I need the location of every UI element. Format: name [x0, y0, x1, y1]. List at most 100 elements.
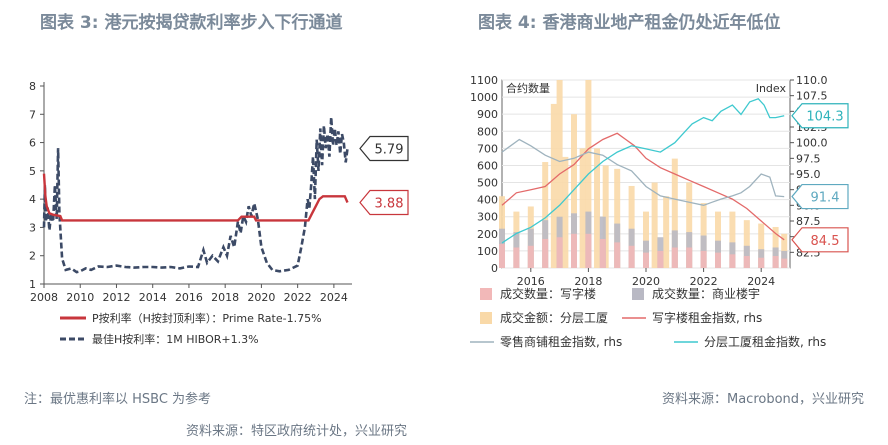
bar-2	[743, 256, 750, 268]
y-tick-label: 1100	[470, 74, 498, 87]
x-tick-label: 2022	[690, 275, 718, 288]
bar-2	[499, 244, 505, 268]
retail-rent-callout-box	[791, 183, 849, 210]
index-line-2	[501, 98, 785, 244]
bar-2	[772, 256, 779, 268]
legend-label: 写字楼租金指数, rhs	[652, 310, 762, 325]
y2-tick-label: 87.5	[796, 215, 821, 228]
y2-tick-label: 95.0	[796, 168, 821, 181]
bar-2	[614, 242, 621, 268]
y-tick-label: 800	[477, 125, 498, 138]
bar-0	[562, 156, 569, 268]
y-tick-label: 1000	[470, 91, 498, 104]
x-tick-label: 2024	[320, 291, 348, 304]
y-tick-label: 2	[29, 250, 36, 263]
commercial-rent-chart: 01002003004005006007008009001000110082.5…	[470, 74, 849, 349]
bar-0	[686, 182, 693, 268]
bar-0	[542, 162, 549, 268]
office-rent-callout-box	[791, 227, 849, 253]
bar-2	[556, 237, 563, 268]
x-tick-label: 2022	[284, 291, 312, 304]
bar-0	[602, 165, 609, 268]
x-tick-label: 2016	[175, 291, 203, 304]
y-tick-label: 4	[29, 193, 36, 206]
legend-label: 成交金额：分层工厦	[500, 310, 608, 325]
x-tick-label: 2020	[632, 275, 660, 288]
bar-2	[671, 247, 678, 268]
y-tick-label: 3	[29, 221, 36, 234]
right-chart-title: 图表 4: 香港商业地产租金仍处近年低位	[478, 13, 781, 33]
h-rate-callout-label: 5.79	[375, 143, 404, 158]
bar-2	[513, 247, 520, 268]
h-rate-callout-box	[359, 135, 409, 162]
bar-2	[542, 238, 549, 268]
bar-0	[628, 185, 635, 268]
right-chart-source: 资料来源：Macrobond，兴业研究	[662, 392, 865, 407]
bar-0	[671, 158, 678, 268]
p-rate-line	[42, 173, 349, 222]
left-chart-title: 图表 3: 港元按揭贷款利率步入下行通道	[40, 13, 343, 33]
index-line-0	[501, 132, 785, 241]
bar-2	[599, 238, 606, 268]
x-tick-label: 2024	[747, 275, 775, 288]
bar-0	[550, 103, 557, 268]
bar-0	[571, 114, 577, 268]
right-axis-label: Index	[756, 82, 787, 95]
bar-0	[579, 148, 586, 268]
bar-2	[585, 233, 592, 268]
legend-label: 成交数量：商业楼宇	[652, 286, 760, 301]
y2-tick-label: 97.5	[796, 152, 821, 165]
p-rate-callout-box	[359, 189, 409, 216]
bar-0	[614, 168, 621, 268]
bar-2	[571, 233, 577, 268]
legend-p-label: P按利率（H按封顶利率）：Prime Rate-1.75%	[92, 311, 322, 325]
y-tick-label: 8	[29, 80, 36, 93]
bar-0	[643, 211, 649, 268]
y-tick-label: 5	[29, 165, 36, 178]
bar-2	[643, 252, 649, 268]
bar-0	[651, 182, 658, 268]
bar-0	[594, 148, 601, 268]
y-tick-label: 400	[477, 194, 498, 207]
h-rate-line	[42, 117, 349, 274]
left-chart-note: 注：最优惠利率以 HSBC 为参考	[24, 392, 212, 407]
office-rent-callout-label: 84.5	[811, 234, 840, 249]
bar-2	[781, 258, 788, 268]
bar-2	[758, 257, 765, 268]
p-rate-callout-label: 3.88	[375, 197, 404, 212]
y-tick-label: 900	[477, 108, 498, 121]
x-tick-label: 2010	[66, 291, 94, 304]
y2-tick-label: 110.0	[796, 74, 828, 87]
legend-label: 分层工厦租金指数, rhs	[704, 334, 826, 349]
bar-2	[700, 250, 707, 268]
y-tick-label: 7	[29, 108, 36, 121]
legend-label: 成交数量：写字楼	[500, 286, 596, 301]
bar-0	[743, 220, 750, 268]
y-tick-label: 200	[477, 228, 498, 241]
mortgage-rate-chart: 1 2 3 4 5 6 7 8 2008 2010 2012 2014 2016 2018 2020 2022…	[29, 80, 409, 346]
y-tick-label: 300	[477, 211, 498, 224]
legend-label: 零售商铺租金指数, rhs	[500, 334, 622, 349]
y2-tick-label: 107.5	[796, 90, 828, 103]
bar-2	[686, 247, 693, 268]
industrial-rent-callout-label: 104.3	[806, 110, 843, 125]
y-tick-label: 0	[491, 262, 498, 275]
y-tick-label: 6	[29, 137, 36, 150]
bar-0	[758, 223, 765, 268]
x-tick-label: 2018	[574, 275, 602, 288]
y-tick-label: 600	[477, 159, 498, 172]
left-chart-source: 资料来源：特区政府统计处，兴业研究	[186, 424, 408, 439]
legend-swatch	[480, 288, 492, 300]
x-tick-label: 2020	[247, 291, 275, 304]
legend-swatch	[632, 288, 644, 300]
x-tick-label: 2008	[30, 291, 58, 304]
x-tick-label: 2016	[517, 275, 545, 288]
y-tick-label: 1	[29, 278, 36, 291]
bar-2	[715, 252, 721, 268]
x-tick-label: 2012	[102, 291, 130, 304]
y-tick-label: 700	[477, 142, 498, 155]
legend-h-label: 最佳H按利率：1M HIBOR+1.3%	[92, 332, 259, 346]
legend-swatch	[480, 312, 492, 324]
bar-0	[663, 196, 670, 268]
industrial-rent-callout-box	[791, 103, 849, 129]
